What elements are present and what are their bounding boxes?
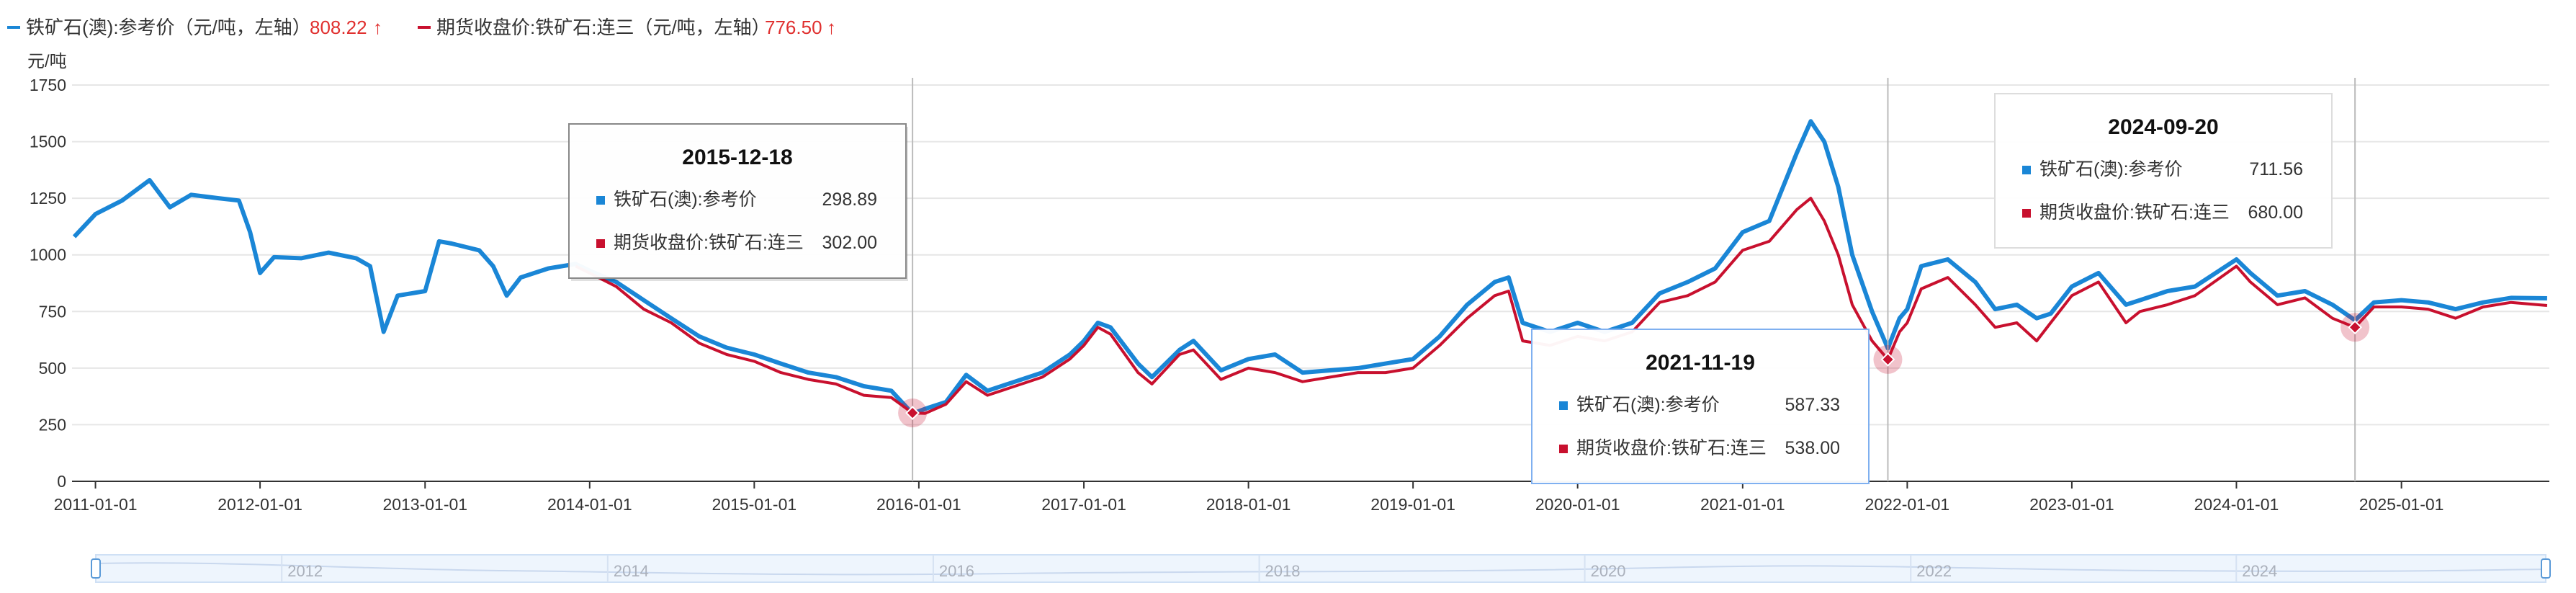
tooltip-value-series-1: 587.33 — [1785, 395, 1840, 415]
tooltip-date: 2021-11-19 — [1646, 351, 1755, 375]
y-tick-label-750: 750 — [39, 302, 66, 321]
data-zoom-slider[interactable]: 2012 2014 2016 2018 2020 2022 2024 — [91, 554, 2551, 583]
tooltip-box — [1531, 329, 1870, 484]
tooltip-label-series-2: 期货收盘价:铁矿石:连三 — [1576, 438, 1767, 458]
tooltip-value-series-2: 302.00 — [822, 233, 877, 253]
tooltip-value-series-1: 298.89 — [822, 190, 877, 210]
slider-preview-line — [95, 562, 2546, 576]
slider-label-2024: 2024 — [2242, 562, 2277, 580]
y-tick-label-500: 500 — [39, 359, 66, 378]
legend-arrow-up-icon-series-1: ↑ — [373, 17, 382, 38]
y-axis-unit-label: 元/吨 — [27, 52, 67, 71]
slider-handle-right[interactable] — [2541, 558, 2551, 579]
slider-track[interactable] — [95, 554, 2546, 583]
x-tick-label-2017-01-01: 2017-01-01 — [1041, 495, 1126, 514]
slider-handle-left[interactable] — [91, 558, 101, 579]
tooltip-label-series-1: 铁矿石(澳):参考价 — [1576, 395, 1720, 415]
slider-label-2014: 2014 — [614, 562, 649, 580]
tooltip-swatch-series-1 — [596, 196, 605, 205]
tooltip-label-series-2: 期货收盘价:铁矿石:连三 — [614, 233, 804, 253]
x-tick-label-2011-01-01: 2011-01-01 — [54, 495, 138, 514]
slider-label-2018: 2018 — [1265, 562, 1301, 580]
tooltips: 2015-12-18 铁矿石(澳):参考价 298.89 期货收盘价:铁矿石:连三 30… — [568, 93, 2333, 484]
legend-label-series-1[interactable]: 铁矿石(澳):参考价（元/吨，左轴） — [26, 17, 311, 38]
y-tick-label-1250: 1250 — [30, 189, 66, 208]
x-tick-label-2023-01-01: 2023-01-01 — [2029, 495, 2114, 514]
tooltip-swatch-series-2 — [596, 239, 605, 248]
x-tick-label-2025-01-01: 2025-01-01 — [2359, 495, 2444, 514]
x-tick-label-2018-01-01: 2018-01-01 — [1206, 495, 1291, 514]
series-line-1 — [72, 119, 2547, 416]
legend-value-series-2: 776.50 — [765, 17, 822, 38]
legend-label-series-2[interactable]: 期货收盘价:铁矿石:连三（元/吨，左轴） — [436, 17, 771, 38]
tooltip-date: 2024-09-20 — [2108, 115, 2218, 139]
tooltip-3: 2024-09-20 铁矿石(澳):参考价 711.56 期货收盘价:铁矿石:连三 68… — [1994, 93, 2333, 249]
x-tick-label-2013-01-01: 2013-01-01 — [382, 495, 467, 514]
slider-label-2022: 2022 — [1916, 562, 1952, 580]
x-axis-ticks: 2011-01-01 2012-01-01 2013-01-01 2014-01-01… — [54, 481, 2444, 514]
x-tick-label-2019-01-01: 2019-01-01 — [1370, 495, 1455, 514]
tooltip-swatch-series-2 — [2022, 209, 2031, 218]
tooltip-value-series-1: 711.56 — [2249, 159, 2303, 179]
x-tick-label-2020-01-01: 2020-01-01 — [1535, 495, 1620, 514]
y-tick-label-1000: 1000 — [30, 246, 66, 264]
marker-point-3 — [2348, 320, 2363, 335]
slider-labels: 2012 2014 2016 2018 2020 2022 2024 — [281, 555, 2277, 582]
tooltip-box — [568, 123, 907, 279]
tooltip-2: 2021-11-19 铁矿石(澳):参考价 587.33 期货收盘价:铁矿石:连三 53… — [1531, 329, 1870, 484]
x-tick-label-2014-01-01: 2014-01-01 — [547, 495, 632, 514]
tooltip-box — [1994, 93, 2333, 249]
x-tick-label-2021-01-01: 2021-01-01 — [1700, 495, 1785, 514]
slider-label-2016: 2016 — [939, 562, 974, 580]
marker-point-2 — [1880, 352, 1895, 367]
x-tick-label-2012-01-01: 2012-01-01 — [217, 495, 302, 514]
y-tick-label-1750: 1750 — [30, 76, 66, 94]
tooltip-1: 2015-12-18 铁矿石(澳):参考价 298.89 期货收盘价:铁矿石:连三 30… — [568, 123, 908, 281]
slider-label-2012: 2012 — [287, 562, 323, 580]
y-tick-label-1500: 1500 — [30, 133, 66, 151]
slider-label-2020: 2020 — [1591, 562, 1626, 580]
tooltip-label-series-1: 铁矿石(澳):参考价 — [614, 190, 757, 210]
tooltip-value-series-2: 538.00 — [1785, 438, 1840, 458]
tooltip-label-series-1: 铁矿石(澳):参考价 — [2039, 159, 2183, 179]
chart-legend[interactable]: 铁矿石(澳):参考价（元/吨，左轴） 808.22 ↑ 期货收盘价:铁矿石:连三… — [7, 17, 836, 38]
x-tick-label-2024-01-01: 2024-01-01 — [2194, 495, 2279, 514]
tooltip-label-series-2: 期货收盘价:铁矿石:连三 — [2039, 202, 2230, 223]
tooltip-swatch-series-2 — [1559, 445, 1568, 453]
tooltip-value-series-2: 680.00 — [2248, 202, 2303, 223]
tooltip-swatch-series-1 — [1559, 401, 1568, 410]
y-tick-label-0: 0 — [57, 472, 66, 491]
y-tick-label-250: 250 — [39, 415, 66, 434]
tooltip-swatch-series-1 — [2022, 166, 2031, 174]
x-tick-label-2016-01-01: 2016-01-01 — [876, 495, 961, 514]
legend-arrow-up-icon-series-2: ↑ — [827, 17, 836, 38]
legend-value-series-1: 808.22 — [310, 17, 367, 38]
tooltip-date: 2015-12-18 — [682, 146, 792, 169]
y-axis-ticks: 0 250 500 750 1000 1250 1500 1750 — [30, 76, 66, 491]
marker-point-1 — [905, 406, 920, 420]
series-markers — [898, 78, 2370, 481]
x-tick-label-2022-01-01: 2022-01-01 — [1865, 495, 1950, 514]
x-tick-label-2015-01-01: 2015-01-01 — [712, 495, 797, 514]
